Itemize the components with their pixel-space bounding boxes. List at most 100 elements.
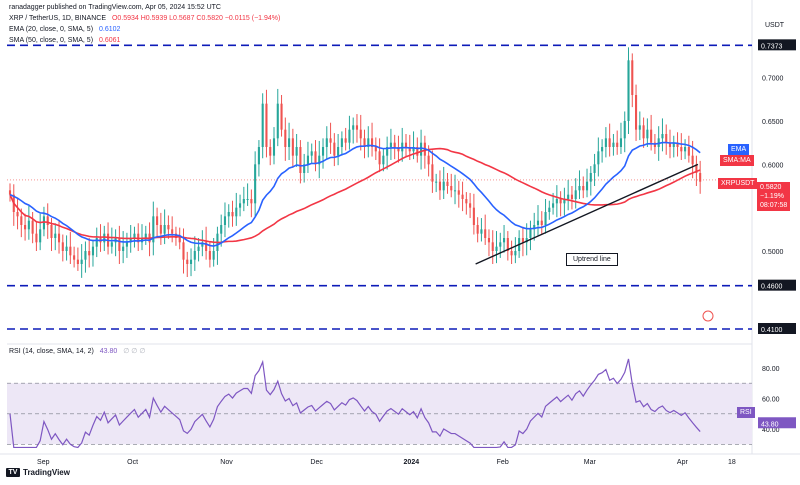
rsi-legend-extra: ∅ ∅ ∅	[123, 348, 146, 355]
candle-body	[129, 238, 132, 243]
tradingview-brand: TradingView	[23, 468, 70, 477]
candle-body	[480, 229, 483, 234]
candle-body	[159, 225, 162, 234]
candle-body	[242, 199, 245, 204]
ema-legend[interactable]: EMA (20, close, 0, SMA, 5) 0.6102	[9, 26, 120, 33]
candle-body	[548, 207, 551, 212]
symbol-title[interactable]: XRP / TetherUS, 1D, BINANCE	[9, 15, 106, 22]
candle-body	[574, 190, 577, 199]
x-tick-label: Dec	[310, 459, 323, 466]
candle-body	[295, 147, 298, 156]
ema-line	[9, 141, 701, 247]
candle-body	[110, 242, 113, 247]
candle-body	[582, 186, 585, 191]
candle-body	[321, 147, 325, 156]
rsi-line	[9, 358, 701, 449]
sma-legend-label: SMA (50, close, 0, SMA, 5)	[9, 37, 94, 44]
candle-body	[231, 212, 234, 217]
x-tick-label: 2024	[404, 459, 420, 466]
candle-body	[84, 251, 87, 260]
candle-body	[235, 207, 238, 217]
sma-axis-tag: SMA:MA	[720, 155, 754, 166]
candle-body	[608, 138, 611, 147]
candle-body	[80, 259, 83, 264]
candle-body	[484, 229, 487, 238]
candle-body	[125, 242, 128, 247]
candle-body	[367, 138, 370, 147]
candle-body	[20, 216, 23, 225]
price-tag: 0.5820 −1.19% 08:07:58	[757, 182, 791, 211]
candle-body	[340, 138, 343, 147]
rsi-legend[interactable]: RSI (14, close, SMA, 14, 2) 43.80 ∅ ∅ ∅	[9, 347, 145, 355]
level-tag	[758, 323, 796, 334]
rsi-y-tick-label: 80.00	[762, 366, 780, 373]
candle-body	[250, 199, 253, 204]
ema-axis-tag: EMA	[728, 144, 750, 155]
candle-body	[171, 229, 174, 234]
candle-body	[178, 238, 181, 243]
level-tag	[758, 39, 796, 51]
candle-body	[193, 251, 196, 260]
candle-body	[487, 238, 491, 243]
candle-body	[306, 155, 309, 165]
candle-body	[638, 125, 641, 130]
candle-body	[627, 60, 630, 121]
candle-body	[54, 233, 57, 238]
candle-body	[337, 147, 340, 156]
candle-body	[284, 129, 287, 147]
tradingview-footer[interactable]: TV TradingView	[6, 468, 70, 477]
candle-body	[227, 212, 230, 217]
candle-body	[585, 181, 589, 191]
candle-body	[389, 142, 392, 147]
candle-body	[276, 103, 279, 139]
candle-body	[461, 194, 464, 199]
candle-body	[382, 155, 385, 165]
sma-legend-value: 0.6061	[98, 37, 121, 44]
candle-body	[593, 164, 596, 173]
tradingview-logo-icon: TV	[6, 468, 20, 477]
candle-body	[254, 164, 257, 204]
candle-body	[499, 242, 502, 247]
candle-body	[687, 147, 690, 156]
candle-body	[46, 216, 49, 225]
candle-body	[303, 164, 306, 173]
candle-body	[35, 233, 38, 243]
candle-body	[597, 151, 600, 165]
candle-body	[208, 251, 211, 260]
candle-body	[363, 138, 366, 147]
candle-body	[570, 194, 573, 199]
candle-body	[314, 151, 317, 165]
candle-body	[503, 238, 506, 243]
level-tag	[758, 279, 796, 291]
candle-body	[495, 246, 498, 251]
xrp-axis-tag: XRPUSDT	[718, 178, 758, 189]
candle-body	[39, 229, 42, 243]
candle-body	[604, 138, 607, 147]
candle-body	[163, 225, 166, 234]
candle-body	[182, 242, 185, 260]
candle-body	[589, 173, 592, 182]
uptrend-annotation[interactable]: Uptrend line	[566, 253, 618, 266]
candle-body	[416, 147, 419, 156]
candle-body	[699, 173, 702, 182]
candle-body	[8, 190, 12, 195]
candle-body	[563, 199, 566, 204]
candle-body	[653, 142, 656, 147]
candle-body	[265, 103, 268, 147]
candle-body	[91, 246, 95, 256]
candle-body	[144, 233, 147, 238]
candle-body	[257, 147, 260, 165]
sma-legend[interactable]: SMA (50, close, 0, SMA, 5) 0.6061	[9, 37, 120, 44]
candle-body	[695, 164, 698, 173]
candle-body	[634, 95, 638, 130]
candle-body	[50, 225, 53, 238]
author-line: ranadagger published on TradingView.com,…	[9, 4, 221, 11]
candle-body	[476, 225, 479, 234]
level-tag-label: 0.4100	[761, 327, 783, 334]
candle-body	[65, 246, 68, 251]
candle-body	[378, 151, 381, 165]
candle-body	[521, 238, 524, 243]
ohlc-values: O0.5934 H0.5939 L0.5687 C0.5820 −0.0115 …	[111, 15, 281, 22]
rsi-legend-label: RSI (14, close, SMA, 14, 2)	[9, 348, 94, 355]
